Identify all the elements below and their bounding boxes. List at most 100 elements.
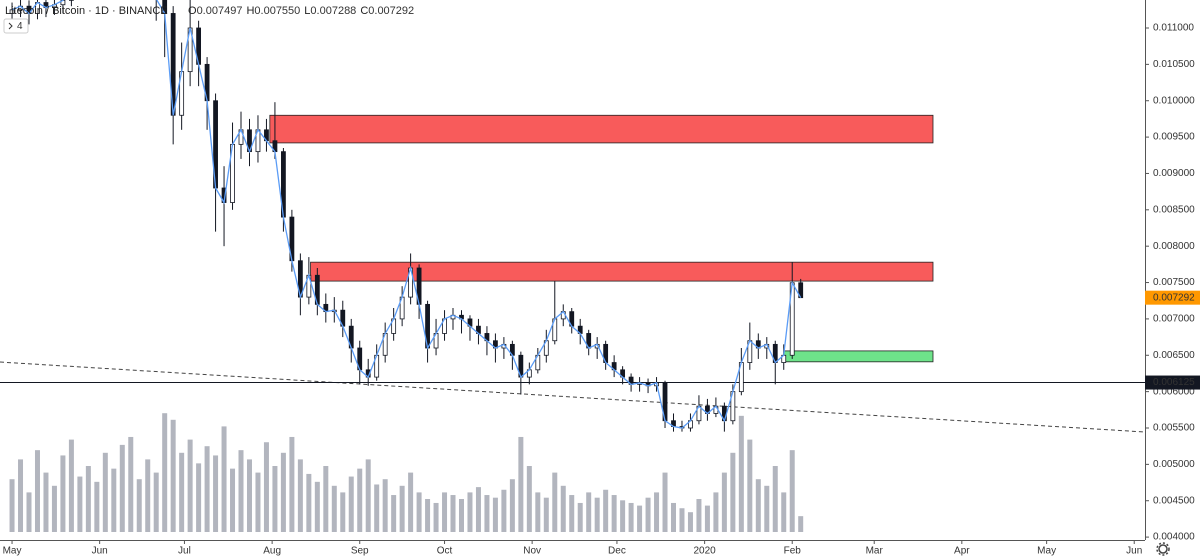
y-tick-label: 0.004500 [1153,495,1195,506]
y-tick-label: 0.010000 [1153,95,1195,106]
x-tick-label: Oct [437,546,453,557]
volume-bar [408,472,414,532]
volume-bar [586,492,592,532]
volume-bar [77,476,83,532]
volume-bar [484,495,490,532]
volume-bar [509,479,515,532]
volume-bar [772,466,778,532]
volume-bar [442,492,448,532]
plot-area [0,0,1145,532]
indicator-toggle[interactable] [3,18,29,34]
close-line [11,0,802,429]
x-tick-label: Jun [92,546,108,557]
volume-bar [535,492,541,532]
volume-bar [136,479,142,532]
volume-bar [713,492,719,532]
ohlc-key: H [246,5,254,17]
volume-bar [721,472,727,532]
zone-box [269,114,934,144]
volume-bar [238,450,244,532]
header: Litecoin / Bitcoin · 1D · BINANCE 4 O 0.0… [3,5,414,34]
volume-bar [704,505,710,532]
zone-box [310,261,934,282]
volume-bar [450,495,456,532]
volume-bar [43,472,49,532]
y-tick-label: 0.008000 [1153,241,1195,252]
volume-bar [280,452,286,532]
volume-bar [382,479,388,532]
volume-bar [416,492,422,532]
volume-bar [687,512,693,532]
volume-bar [34,450,40,532]
volume-bar [764,485,770,532]
volume-bar [501,489,507,532]
last-price-tag [1145,290,1200,305]
volume-bar [730,452,736,532]
volume-bar [628,502,634,532]
y-tick-label: 0.004000 [1153,532,1195,543]
volume-bar [221,426,227,532]
volume-bar [798,516,804,532]
zone-box [783,350,934,363]
volume-bar [594,497,600,532]
volume-bar [654,492,660,532]
volume-bar [145,459,151,532]
volume-bar [569,495,575,532]
volume-bar [620,500,626,532]
volume-bar [475,487,481,532]
volume-bar [263,442,269,532]
last-price-label: 0.007292 [1153,292,1195,303]
volume-bar [272,466,278,532]
y-tick-label: 0.005000 [1153,459,1195,470]
volume-bar [340,492,346,532]
volume-bar [196,463,202,532]
volume-bar [230,468,236,532]
x-tick-label: 2020 [693,546,716,557]
x-tick-label: Sep [351,546,369,557]
x-tick-label: Jun [1126,546,1142,557]
x-tick-label: Aug [263,546,281,557]
x-tick-label: Jul [178,546,191,557]
ohlc-value: 0.007288 [310,5,356,17]
volume-bar [467,492,473,532]
y-tick-label: 0.010500 [1153,59,1195,70]
volume-bar [391,495,397,532]
volume-bar [755,479,761,532]
volume-bar [679,508,685,532]
x-tick-label: Nov [523,546,541,557]
volume-bar [187,439,193,532]
x-tick-label: Feb [784,546,802,557]
volume-bar [577,502,583,532]
axes: 0.011000 0.010500 0.010000 0.009500 0.009000… [3,23,1200,557]
y-tick-label: 0.006500 [1153,350,1195,361]
indicator-count: 4 [17,21,23,32]
settings-icon[interactable] [1156,542,1170,556]
volume-bar [85,466,91,532]
price-line-tag [1145,375,1200,390]
volume-bar [611,495,617,532]
volume-bar [153,472,159,532]
trend-line [0,361,1145,433]
volume-bar [374,484,380,532]
volume-bar [128,436,134,532]
volume-bar [289,436,295,532]
volume-bar [357,468,363,532]
price-line-label: 0.006125 [1153,377,1195,388]
y-tick-label: 0.007500 [1153,277,1195,288]
volume-bar [645,497,651,532]
y-tick-label: 0.009000 [1153,168,1195,179]
volume-bar [246,459,252,532]
symbol-title: Litecoin / Bitcoin · 1D · BINANCE [5,5,168,17]
volume-bar [162,413,168,532]
volume-bar [306,473,312,532]
volume-bar [170,419,176,532]
ohlc-key: O [188,5,197,17]
y-tick-label: 0.009500 [1153,132,1195,143]
volume-bar [458,499,464,532]
volume-bar [213,455,219,532]
volume-bar [60,455,66,532]
volume-bar [323,466,329,532]
volume-bar [747,439,753,532]
volume-bar [399,485,405,532]
